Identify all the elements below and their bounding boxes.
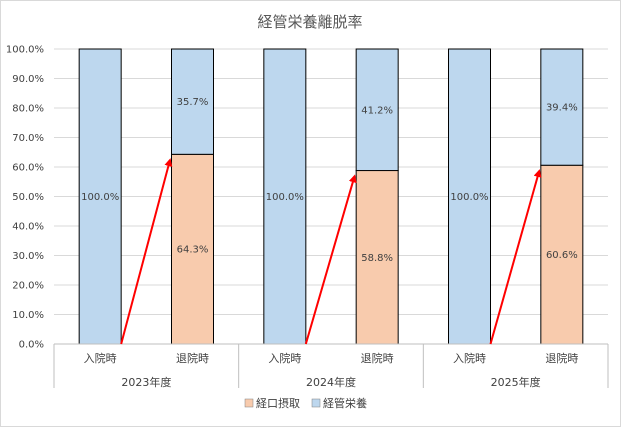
y-tick-label: 100.0% <box>6 45 44 56</box>
data-labels: 100.0% 64.3% 35.7% 100.0% 58.8% 41.2% 100.0% 60… <box>81 97 578 264</box>
y-tick-label: 60.0% <box>12 163 44 174</box>
y-tick-label: 0.0% <box>19 340 44 351</box>
x-category-label: 入院時 <box>84 351 117 365</box>
bar-segment <box>540 164 584 345</box>
bar-segment <box>355 170 399 345</box>
chart-title: 経管栄養離脱率 <box>257 13 362 31</box>
data-label: 100.0% <box>450 192 488 203</box>
legend-swatch <box>311 398 321 408</box>
red-arrow <box>120 158 173 345</box>
y-tick-label: 90.0% <box>12 74 44 85</box>
x-category-label: 入院時 <box>268 351 301 365</box>
red-arrow <box>304 174 357 345</box>
bar-segment <box>78 48 122 345</box>
bar-segment <box>355 48 399 172</box>
y-tick-label: 80.0% <box>12 104 44 115</box>
y-tick-label: 10.0% <box>12 310 44 321</box>
bar-segment <box>171 153 214 345</box>
y-tick-label: 50.0% <box>12 192 44 203</box>
y-tick-label: 30.0% <box>12 251 44 262</box>
data-label: 41.2% <box>361 105 393 116</box>
x-category-label: 退院時 <box>176 351 209 365</box>
data-label: 35.7% <box>177 97 209 108</box>
x-category-label: 退院時 <box>361 351 394 365</box>
data-label: 100.0% <box>81 192 119 203</box>
x-group-label: 2024年度 <box>306 375 356 389</box>
x-category-label: 退院時 <box>545 351 578 365</box>
bar-segment <box>263 48 307 345</box>
legend-label: 経管栄養 <box>323 396 367 410</box>
data-label: 100.0% <box>266 192 304 203</box>
bars <box>78 48 584 345</box>
red-arrow <box>489 169 542 345</box>
bar-segment <box>540 48 584 166</box>
x-category-label: 入院時 <box>453 351 486 365</box>
y-tick-label: 70.0% <box>12 133 44 144</box>
data-label: 60.6% <box>546 250 578 261</box>
bar-segment <box>448 48 491 345</box>
data-label: 39.4% <box>546 103 578 114</box>
y-tick-label: 40.0% <box>12 222 44 233</box>
legend-label: 経口摂取 <box>256 396 300 410</box>
y-axis-tick-labels: 0.0% 10.0% 20.0% 30.0% 40.0% 50.0% 60.0% 70.0% 8… <box>6 45 44 351</box>
x-group-label: 2023年度 <box>121 375 171 389</box>
bar-segment <box>171 48 214 155</box>
arrows <box>120 158 542 345</box>
legend: 経口摂取 経管栄養 <box>244 396 367 410</box>
data-label: 64.3% <box>177 245 209 256</box>
data-label: 58.8% <box>361 253 393 264</box>
legend-swatch <box>244 398 254 408</box>
x-group-label: 2025年度 <box>491 375 541 389</box>
y-tick-label: 20.0% <box>12 281 44 292</box>
